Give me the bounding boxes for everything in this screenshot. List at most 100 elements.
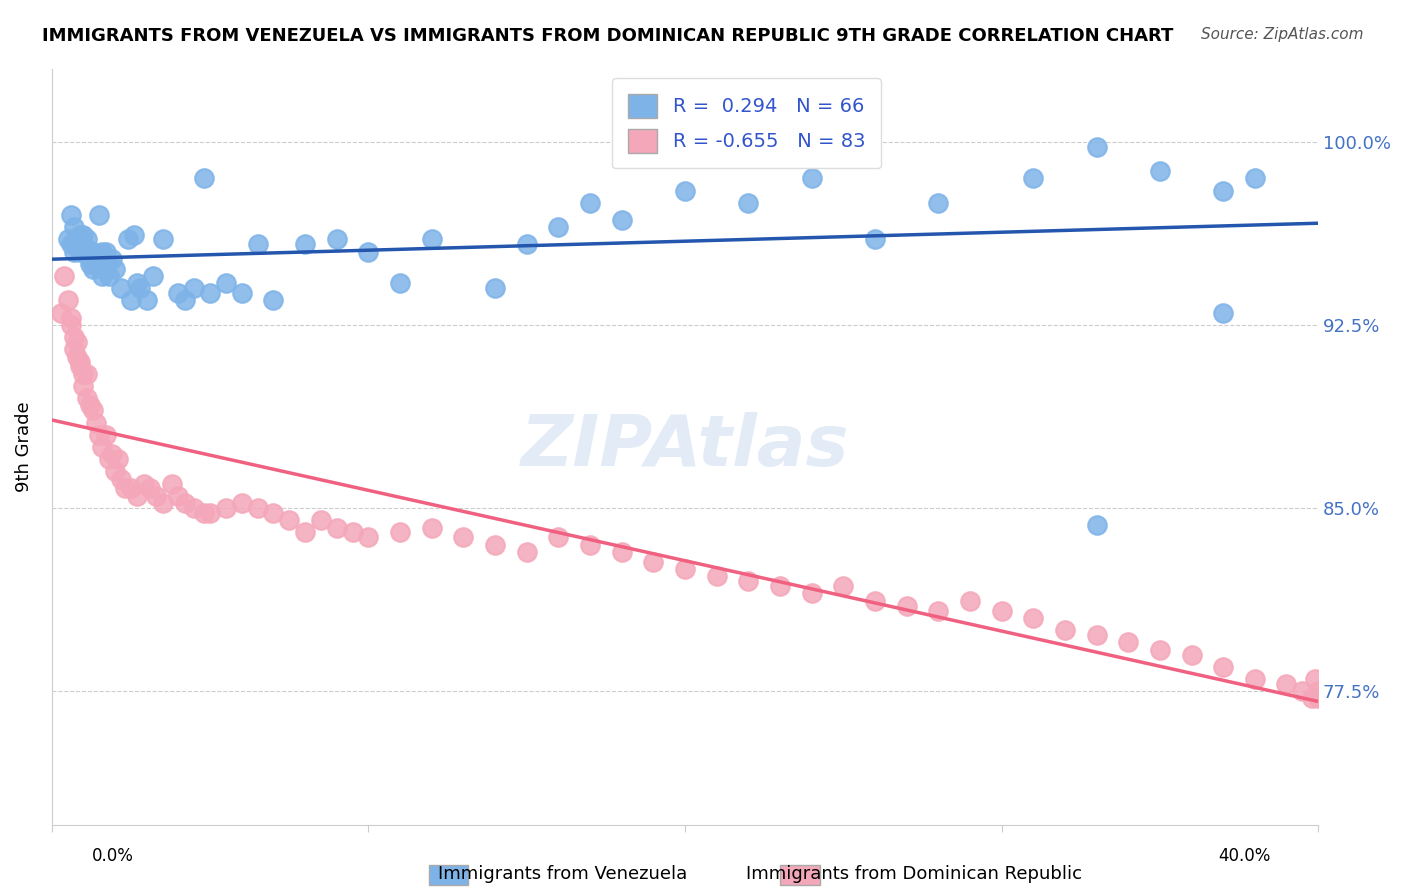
Point [72, 379, 94, 393]
Point [1303, 672, 1326, 686]
Point [262, 293, 284, 308]
Point [1085, 628, 1108, 642]
Point [82, 403, 104, 417]
Point [516, 545, 538, 559]
Point [72, 237, 94, 252]
Point [91, 244, 114, 259]
Point [959, 594, 981, 608]
Text: ZIPAtlas: ZIPAtlas [520, 412, 849, 482]
Point [101, 447, 124, 461]
Point [579, 195, 602, 210]
Point [120, 293, 142, 308]
Point [76, 244, 98, 259]
Point [114, 482, 136, 496]
Point [63, 220, 86, 235]
Point [63, 343, 86, 357]
Text: Immigrants from Venezuela: Immigrants from Venezuela [437, 865, 688, 883]
Point [262, 506, 284, 520]
Point [198, 506, 221, 520]
Point [139, 482, 162, 496]
Point [1291, 684, 1313, 698]
Point [66, 350, 89, 364]
Point [84, 416, 107, 430]
Point [1085, 139, 1108, 153]
Point [246, 237, 269, 252]
Point [309, 513, 332, 527]
Y-axis label: 9th Grade: 9th Grade [15, 401, 32, 492]
Legend: R =  0.294   N = 66, R = -0.655   N = 83: R = 0.294 N = 66, R = -0.655 N = 83 [613, 78, 880, 169]
Point [89, 208, 111, 222]
Point [69, 354, 91, 368]
Point [173, 496, 195, 510]
Point [231, 496, 253, 510]
Point [79, 257, 101, 271]
Point [127, 489, 149, 503]
Point [294, 237, 316, 252]
Point [51, 306, 73, 320]
Point [76, 391, 98, 405]
Point [706, 569, 728, 583]
Point [63, 330, 86, 344]
Point [69, 227, 91, 242]
Point [1116, 635, 1139, 649]
Point [673, 562, 696, 576]
Point [193, 506, 215, 520]
Point [167, 286, 190, 301]
Point [183, 501, 205, 516]
Point [927, 195, 949, 210]
Point [66, 237, 89, 252]
Point [673, 184, 696, 198]
Point [117, 232, 139, 246]
Point [896, 599, 918, 613]
Point [135, 293, 157, 308]
Text: Source: ZipAtlas.com: Source: ZipAtlas.com [1201, 27, 1364, 42]
Text: 40.0%: 40.0% [1218, 847, 1271, 865]
Point [120, 482, 142, 496]
Point [610, 545, 633, 559]
Point [69, 359, 91, 374]
Point [863, 232, 886, 246]
Point [89, 427, 111, 442]
Point [110, 281, 132, 295]
Point [79, 399, 101, 413]
Point [737, 195, 759, 210]
Text: 0.0%: 0.0% [91, 847, 134, 865]
Point [82, 261, 104, 276]
Point [1180, 648, 1202, 662]
Point [1243, 171, 1265, 186]
Point [294, 525, 316, 540]
Point [72, 367, 94, 381]
Point [59, 310, 82, 325]
Point [357, 244, 380, 259]
Point [610, 213, 633, 227]
Point [325, 232, 347, 246]
Point [152, 232, 174, 246]
Point [69, 244, 91, 259]
Point [579, 538, 602, 552]
Point [72, 227, 94, 242]
Point [198, 286, 221, 301]
Point [357, 530, 380, 544]
Point [1243, 672, 1265, 686]
Point [97, 268, 120, 283]
Point [1022, 611, 1045, 625]
Point [132, 476, 155, 491]
Point [66, 232, 89, 246]
Point [76, 367, 98, 381]
Point [122, 227, 145, 242]
Point [800, 171, 823, 186]
Point [342, 525, 364, 540]
Point [1212, 306, 1234, 320]
Point [215, 501, 238, 516]
Point [420, 232, 443, 246]
Point [79, 252, 101, 266]
Point [66, 334, 89, 349]
Point [215, 277, 238, 291]
Point [142, 268, 165, 283]
Point [1053, 623, 1076, 637]
Point [484, 281, 506, 295]
Point [91, 268, 114, 283]
Point [94, 244, 117, 259]
Point [1212, 184, 1234, 198]
Point [97, 452, 120, 467]
